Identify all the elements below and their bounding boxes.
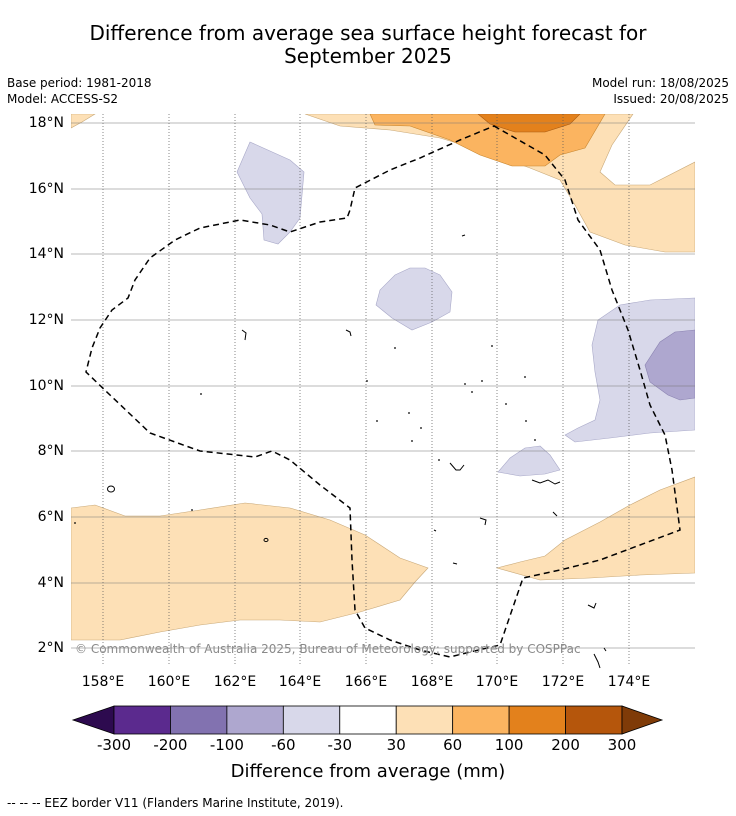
island — [479, 517, 487, 526]
island — [74, 522, 76, 524]
island — [534, 439, 536, 441]
longitude-tick-label: 158°E — [81, 674, 125, 690]
island — [491, 345, 493, 347]
copyright-notice: © Commonwealth of Australia 2025, Bureau… — [75, 642, 581, 656]
colorbar-tick-label: 60 — [443, 736, 463, 754]
colorbar-segment — [339, 705, 397, 735]
longitude-tick-label: 162°E — [213, 674, 257, 690]
model-name: Model: ACCESS-S2 — [7, 92, 119, 106]
longitude-tick-label: 170°E — [475, 674, 519, 690]
meta-left: Base period: 1981-2018 Model: ACCESS-S2 — [7, 75, 152, 107]
grid-lines — [71, 114, 695, 665]
colorbar-tick-label: -200 — [153, 736, 188, 754]
contour-neg-60-100-east — [644, 329, 695, 401]
colorbar-extend-min — [71, 705, 115, 735]
island — [531, 479, 561, 485]
island — [461, 234, 466, 237]
island — [471, 391, 473, 393]
longitude-tick-label: 172°E — [541, 674, 585, 690]
longitude-tick-label: 174°E — [607, 674, 651, 690]
island — [263, 537, 269, 543]
latitude-tick-label: 16°N — [28, 181, 64, 197]
colorbar-segment — [170, 705, 228, 735]
contour-30-60-southwest — [71, 502, 429, 641]
contour-fills — [71, 114, 695, 641]
island — [394, 347, 396, 349]
latitude-tick-label: 10°N — [28, 378, 64, 394]
island — [366, 380, 368, 382]
issued-date: Issued: 20/08/2025 — [613, 92, 729, 106]
colorbar-tick-label: 100 — [494, 736, 524, 754]
colorbar-segment — [282, 705, 341, 735]
island — [524, 376, 526, 378]
contour-neg-30-60-b — [375, 267, 453, 331]
latitude-tick-label: 2°N — [37, 640, 64, 656]
colorbar-tick-label: -100 — [209, 736, 244, 754]
colorbar-segment — [113, 705, 171, 735]
latitude-tick-label: 12°N — [28, 312, 64, 328]
latitude-tick-label: 18°N — [28, 115, 64, 131]
latitude-tick-label: 8°N — [37, 443, 64, 459]
island — [411, 440, 413, 442]
colorbar-segment — [565, 705, 623, 735]
colorbar-tick-label: 30 — [386, 736, 406, 754]
island — [452, 562, 458, 565]
colorbar-segment — [395, 705, 454, 735]
model-run: Model run: 18/08/2025 — [591, 76, 729, 90]
contour-neg-30-60-c — [497, 445, 561, 477]
island — [593, 653, 601, 669]
base-period: Base period: 1981-2018 — [7, 76, 152, 90]
island — [200, 393, 202, 395]
island — [449, 462, 465, 471]
colorbar-label: Difference from average (mm) — [230, 761, 506, 782]
colorbar-extend-max — [621, 705, 664, 735]
island — [345, 329, 352, 337]
island — [481, 380, 483, 382]
island — [433, 529, 437, 532]
island — [438, 459, 440, 461]
longitude-tick-label: 168°E — [410, 674, 454, 690]
island-dots — [74, 345, 536, 524]
island — [464, 383, 466, 385]
island — [420, 427, 422, 429]
colorbar-tick-label: 300 — [607, 736, 637, 754]
longitude-tick-label: 160°E — [147, 674, 191, 690]
island — [107, 485, 115, 493]
longitude-tick-label: 164°E — [278, 674, 322, 690]
colorbar-tick-label: -30 — [327, 736, 353, 754]
contour-neg-30-60-east — [564, 297, 695, 443]
island — [525, 420, 527, 422]
colorbar-segment — [452, 705, 510, 735]
island — [376, 420, 378, 422]
title-line-2: September 2025 — [284, 44, 452, 68]
contour-30-60-north — [304, 114, 695, 253]
colorbar-tick-label: 200 — [551, 736, 580, 754]
colorbar-segment — [226, 705, 284, 735]
island — [603, 647, 607, 652]
eez-footnote: -- -- -- EEZ border V11 (Flanders Marine… — [7, 796, 344, 810]
island — [241, 329, 247, 341]
contour-30-60-topleft — [71, 114, 96, 129]
island — [408, 412, 410, 414]
latitude-tick-label: 6°N — [37, 509, 64, 525]
island — [191, 509, 193, 511]
meta-right: Model run: 18/08/2025 Issued: 20/08/2025 — [592, 75, 729, 107]
colorbar-tick-label: -300 — [96, 736, 132, 754]
latitude-tick-label: 14°N — [28, 246, 64, 262]
colorbar — [71, 705, 664, 735]
island-outlines — [107, 234, 607, 669]
eez-border — [85, 125, 681, 658]
colorbar-segment — [508, 705, 566, 735]
contour-neg-30-60-a — [236, 141, 305, 245]
longitude-tick-label: 166°E — [344, 674, 388, 690]
colorbar-tick-label: -60 — [271, 736, 296, 754]
title-line-1: Difference from average sea surface heig… — [89, 21, 647, 45]
latitude-tick-label: 4°N — [37, 575, 64, 591]
island — [552, 511, 558, 517]
island — [505, 403, 507, 405]
contour-30-60-southeast — [495, 476, 695, 581]
island — [587, 602, 597, 609]
chart-title: Difference from average sea surface heig… — [0, 22, 736, 68]
